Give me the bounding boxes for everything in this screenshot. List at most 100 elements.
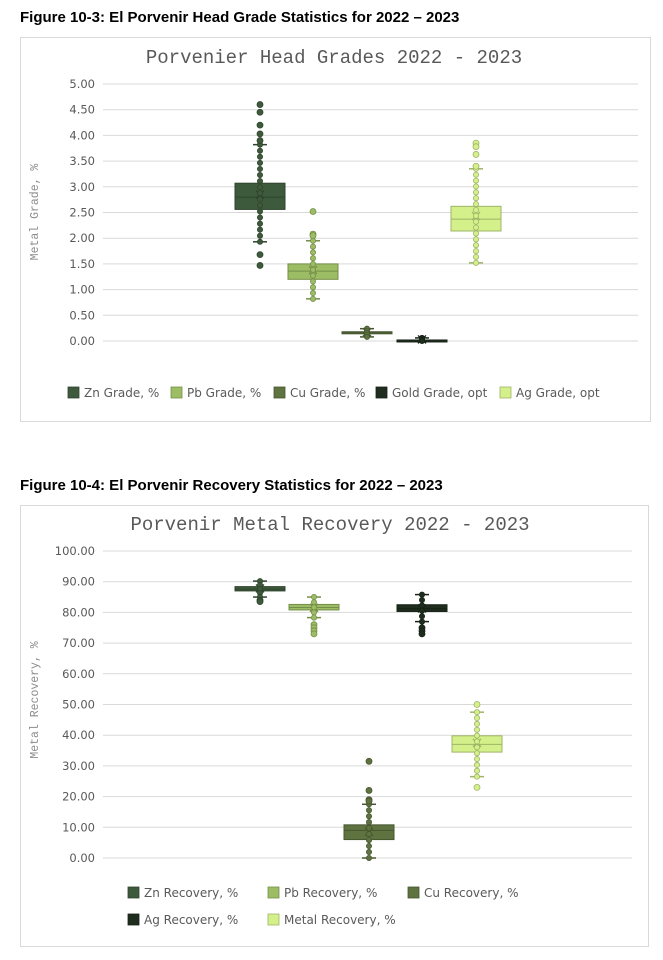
- data-point: [256, 172, 263, 179]
- legend-label: Zn Recovery, %: [144, 886, 238, 900]
- box-ag-recovery: [396, 591, 448, 638]
- data-point: [256, 208, 263, 215]
- data-point: [256, 153, 263, 160]
- y-tick-label: 80.00: [62, 605, 95, 619]
- legend-swatch: [67, 386, 80, 399]
- data-point: [473, 744, 480, 751]
- data-point: [472, 201, 479, 208]
- legend-swatch: [267, 886, 280, 899]
- data-point: [256, 202, 263, 209]
- data-point: [472, 195, 479, 202]
- data-point: [309, 290, 316, 297]
- y-tick-label: 50.00: [62, 698, 95, 712]
- y-tick-label: 4.50: [69, 103, 95, 117]
- chart-title: Porvenier Head Grades 2022 - 2023: [146, 47, 522, 69]
- outlier-point: [256, 598, 264, 606]
- data-point: [365, 849, 372, 856]
- data-point: [256, 238, 263, 245]
- box-metal-recovery: [451, 701, 503, 791]
- chart-frame-1: [20, 37, 651, 422]
- data-point: [310, 604, 317, 611]
- data-point: [473, 738, 480, 745]
- data-point: [418, 607, 425, 614]
- data-point: [309, 278, 316, 285]
- y-axis-label: Metal Recovery, %: [29, 641, 42, 758]
- data-point: [473, 773, 480, 780]
- box-pb-grade: [287, 208, 339, 302]
- figure-caption-1: Figure 10-3: El Porvenir Head Grade Stat…: [20, 9, 460, 26]
- data-point: [256, 165, 263, 172]
- outlier-point: [472, 143, 480, 151]
- y-tick-label: 100.00: [55, 544, 95, 558]
- legend-label: Zn Grade, %: [84, 386, 159, 400]
- data-point: [365, 813, 372, 820]
- legend-swatch: [407, 886, 420, 899]
- outlier-point: [365, 757, 373, 765]
- chart-1: Porvenier Head Grades 2022 - 2023 Metal G…: [29, 47, 638, 400]
- data-point: [472, 242, 479, 249]
- data-point: [309, 266, 316, 273]
- legend-swatch: [499, 386, 512, 399]
- outlier-point: [309, 208, 317, 215]
- box-gold-grade-opt: [396, 334, 448, 344]
- data-point: [472, 183, 479, 190]
- legend-label: Pb Recovery, %: [284, 886, 377, 900]
- y-tick-label: 1.50: [69, 257, 95, 271]
- data-point: [309, 295, 316, 302]
- y-tick-label: 30.00: [62, 759, 95, 773]
- data-point: [309, 243, 316, 250]
- outlier-point: [256, 137, 264, 144]
- outlier-point: [310, 630, 318, 638]
- legend-swatch: [267, 913, 280, 926]
- data-point: [472, 218, 479, 225]
- outlier-point: [256, 251, 264, 259]
- y-tick-label: 3.00: [69, 180, 95, 194]
- y-tick-label: 4.00: [69, 128, 95, 142]
- data-point: [418, 591, 425, 598]
- data-point: [472, 212, 479, 219]
- box-zn-grade: [234, 101, 286, 269]
- data-point: [418, 613, 425, 620]
- y-tick-label: 2.00: [69, 231, 95, 245]
- data-point: [256, 159, 263, 166]
- legend-swatch: [375, 386, 388, 399]
- data-point: [473, 756, 480, 763]
- outlier-point: [473, 783, 481, 791]
- data-point: [310, 594, 317, 601]
- data-point: [472, 253, 479, 260]
- data-point: [256, 178, 263, 185]
- legend-label: Ag Grade, opt: [516, 386, 600, 400]
- y-tick-label: 1.00: [69, 283, 95, 297]
- legend-label: Pb Grade, %: [187, 386, 261, 400]
- y-tick-label: 0.50: [69, 308, 95, 322]
- data-point: [310, 599, 317, 606]
- legend-label: Ag Recovery, %: [144, 913, 238, 927]
- data-point: [310, 609, 317, 616]
- data-point: [365, 843, 372, 850]
- data-point: [472, 189, 479, 196]
- data-point: [256, 184, 263, 191]
- chart-2: Porvenir Metal Recovery 2022 - 2023 Metal…: [29, 514, 632, 927]
- y-tick-label: 60.00: [62, 667, 95, 681]
- data-point: [418, 602, 425, 609]
- outlier-point: [256, 262, 264, 269]
- outlier-point: [473, 701, 481, 708]
- y-axis-label: Metal Grade, %: [29, 164, 42, 261]
- outlier-point: [256, 101, 264, 108]
- data-point: [310, 614, 317, 621]
- y-tick-label: 90.00: [62, 575, 95, 589]
- data-point: [473, 726, 480, 733]
- data-point: [472, 236, 479, 243]
- data-point: [256, 226, 263, 233]
- outlier-point: [309, 232, 317, 240]
- y-tick-label: 2.50: [69, 206, 95, 220]
- legend-label: Metal Recovery, %: [284, 913, 396, 927]
- outlier-point: [256, 108, 264, 116]
- box-cu-grade: [341, 325, 393, 340]
- data-point: [472, 224, 479, 231]
- legend-swatch: [170, 386, 183, 399]
- outlier-point: [365, 787, 373, 794]
- y-tick-label: 5.00: [69, 77, 95, 91]
- chart-frame-2: [20, 505, 649, 947]
